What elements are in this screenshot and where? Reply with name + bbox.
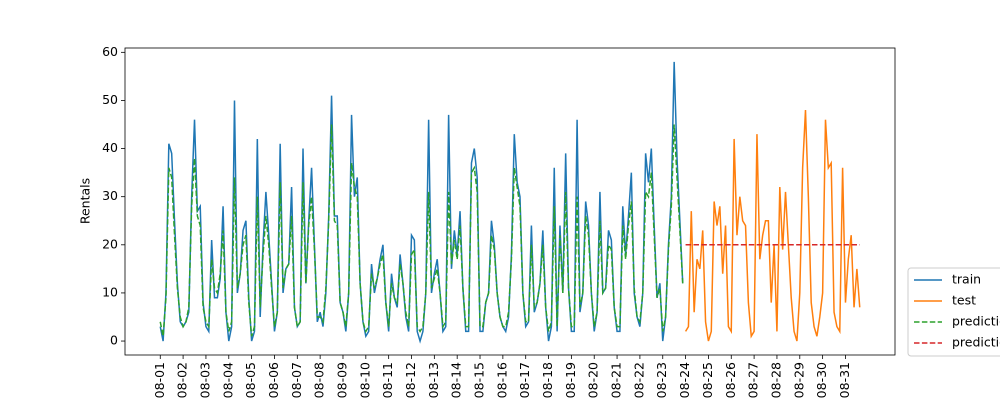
x-tick-label: 08-11 (380, 362, 395, 398)
y-tick-label: 20 (102, 236, 118, 251)
x-tick-label: 08-14 (449, 362, 464, 398)
x-tick-label: 08-17 (517, 362, 532, 398)
x-tick-label: 08-02 (175, 362, 190, 398)
x-tick-label: 08-21 (609, 362, 624, 398)
x-tick-label: 08-07 (289, 362, 304, 398)
x-tick-label: 08-19 (563, 362, 578, 398)
x-tick-label: 08-13 (426, 362, 441, 398)
legend-label: test (952, 293, 976, 308)
y-tick-label: 10 (102, 284, 118, 299)
x-tick-label: 08-05 (243, 362, 258, 398)
x-tick-label: 08-03 (197, 362, 212, 398)
x-tick-label: 08-06 (266, 362, 281, 398)
x-tick-label: 08-18 (540, 362, 555, 398)
legend-label: prediction test (952, 335, 1000, 350)
x-tick-label: 08-29 (791, 362, 806, 398)
series-line (684, 110, 861, 342)
x-tick-label: 08-25 (700, 362, 715, 398)
x-tick-label: 08-12 (403, 362, 418, 398)
x-tick-label: 08-15 (472, 362, 487, 398)
x-tick-label: 08-16 (494, 362, 509, 398)
x-tick-label: 08-24 (677, 362, 692, 398)
legend-label: train (952, 272, 981, 287)
x-tick-label: 08-27 (746, 362, 761, 398)
y-tick-label: 60 (102, 44, 118, 59)
series-line (159, 61, 684, 344)
x-tick-label: 08-31 (837, 362, 852, 398)
y-tick-label: 0 (110, 333, 118, 348)
x-tick-label: 08-09 (334, 362, 349, 398)
series-line (159, 124, 684, 337)
x-tick-label: 08-20 (586, 362, 601, 398)
y-tick-label: 40 (102, 140, 118, 155)
x-tick-label: 08-01 (152, 362, 167, 398)
x-tick-label: 08-26 (723, 362, 738, 398)
x-tick-label: 08-08 (312, 362, 327, 398)
axes-frame (124, 47, 896, 356)
x-tick-label: 08-30 (814, 362, 829, 398)
x-tick-label: 08-04 (220, 362, 235, 398)
y-tick-label: 30 (102, 188, 118, 203)
legend-box (907, 267, 1000, 357)
legend-label: prediction train (952, 314, 1000, 329)
y-tick-label: 50 (102, 92, 118, 107)
y-axis-label: Rentals (78, 178, 93, 224)
x-tick-label: 08-23 (654, 362, 669, 398)
x-tick-label: 08-22 (631, 362, 646, 398)
x-tick-label: 08-10 (357, 362, 372, 398)
x-tick-label: 08-28 (768, 362, 783, 398)
